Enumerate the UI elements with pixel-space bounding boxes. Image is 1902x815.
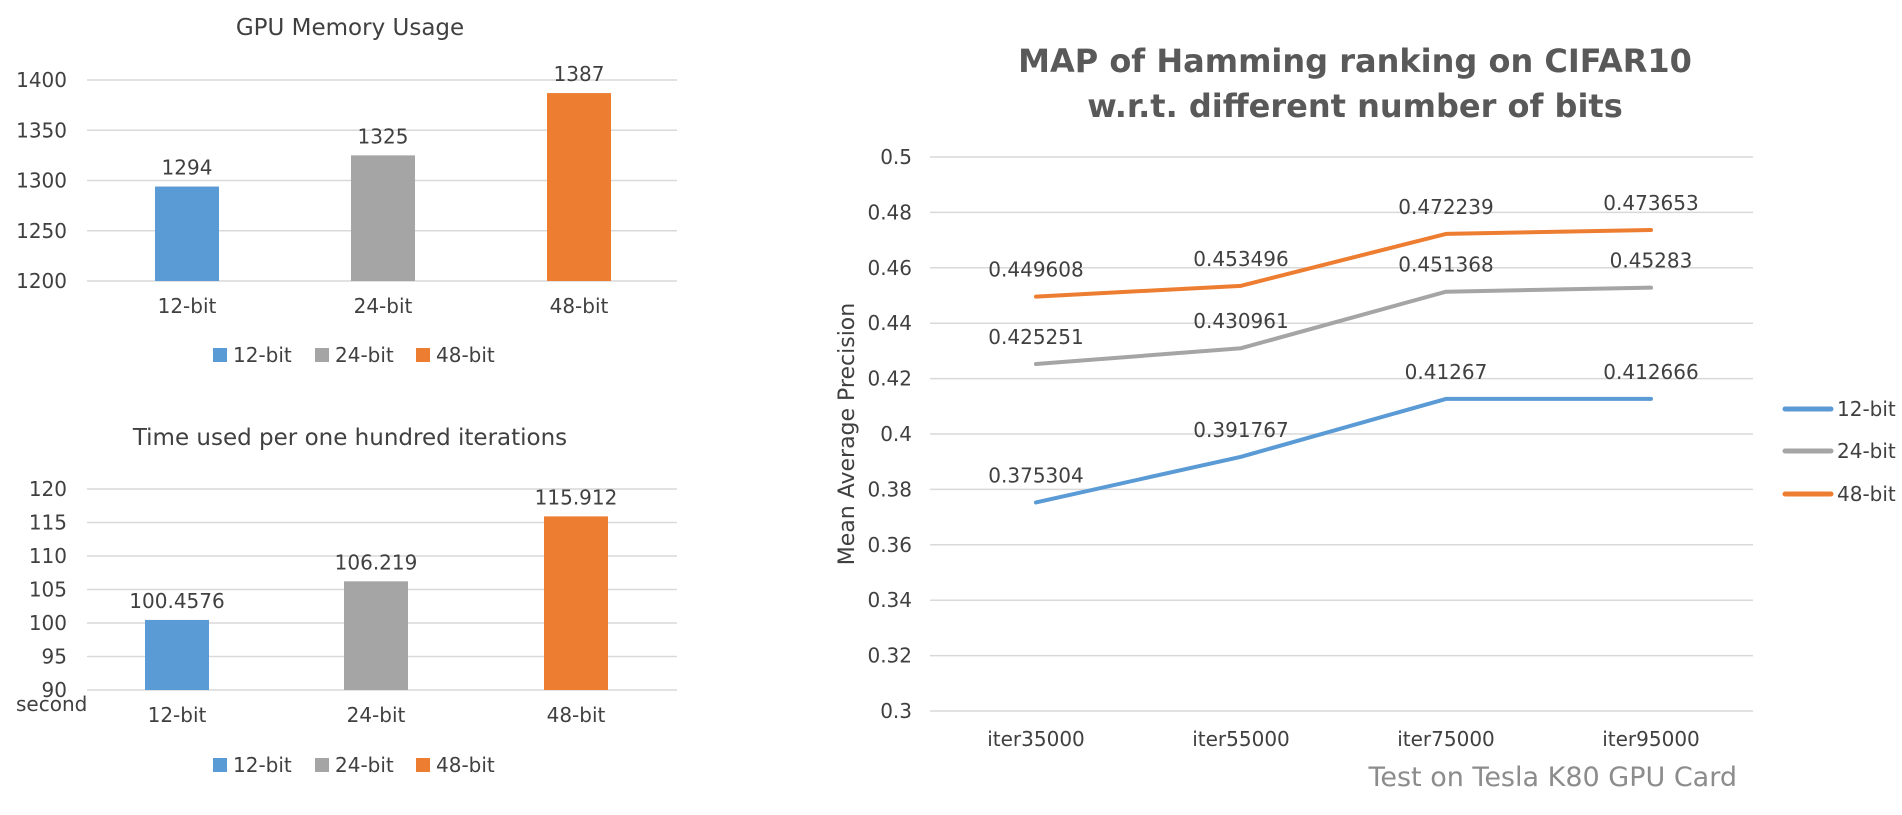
memory-y-tick-label: 1250	[16, 219, 67, 243]
map-data-label-48-bit: 0.473653	[1603, 191, 1698, 215]
memory-legend-swatch	[416, 348, 430, 362]
map-data-label-24-bit: 0.425251	[988, 325, 1083, 349]
memory-y-tick-label: 1300	[16, 169, 67, 193]
time-data-label: 106.219	[335, 550, 418, 574]
memory-legend-label: 48-bit	[436, 343, 495, 367]
memory-data-label: 1294	[162, 156, 213, 180]
memory-y-tick-label: 1400	[16, 68, 67, 92]
time-chart-title: Time used per one hundred iterations	[132, 425, 567, 451]
map-y-tick-label: 0.34	[867, 588, 912, 612]
memory-legend-label: 12-bit	[233, 343, 292, 367]
map-y-tick-label: 0.36	[867, 533, 912, 557]
map-data-label-12-bit: 0.375304	[988, 463, 1083, 487]
memory-legend-swatch	[213, 348, 227, 362]
map-chart-title-line-1: MAP of Hamming ranking on CIFAR10	[1018, 42, 1692, 80]
map-x-category-label: iter55000	[1192, 727, 1290, 751]
map-data-label-48-bit: 0.472239	[1398, 195, 1493, 219]
time-x-category-label: 48-bit	[547, 703, 606, 727]
map-y-tick-label: 0.46	[867, 256, 912, 280]
map-legend-label: 24-bit	[1837, 439, 1896, 463]
map-data-label-24-bit: 0.451368	[1398, 253, 1493, 277]
map-y-tick-label: 0.4	[880, 422, 912, 446]
time-y-tick-label: 115	[29, 511, 67, 535]
time-bar-48-bit	[544, 516, 608, 690]
time-data-label: 115.912	[535, 485, 618, 509]
memory-legend-swatch	[315, 348, 329, 362]
time-legend-label: 12-bit	[233, 753, 292, 777]
memory-legend-label: 24-bit	[335, 343, 394, 367]
memory-bar-48-bit	[547, 93, 611, 281]
time-y-tick-label: 120	[29, 477, 67, 501]
map-series-line-48-bit	[1034, 227, 1653, 299]
time-x-category-label: 12-bit	[148, 703, 207, 727]
memory-chart-title: GPU Memory Usage	[236, 15, 464, 41]
map-y-tick-label: 0.38	[867, 477, 912, 501]
time-y-tick-label: 110	[29, 544, 67, 568]
memory-x-category-label: 48-bit	[550, 294, 609, 318]
time-y-tick-label: 100	[29, 611, 67, 635]
map-data-label-24-bit: 0.45283	[1610, 249, 1693, 273]
map-x-category-label: iter95000	[1602, 727, 1700, 751]
memory-x-category-label: 24-bit	[354, 294, 413, 318]
time-bar-12-bit	[145, 619, 209, 690]
memory-data-label: 1325	[358, 124, 409, 148]
memory-x-category-label: 12-bit	[158, 294, 217, 318]
map-data-label-48-bit: 0.453496	[1193, 247, 1288, 271]
memory-bar-24-bit	[351, 155, 415, 281]
time-legend-swatch	[315, 758, 329, 772]
map-footnote: Test on Tesla K80 GPU Card	[1367, 762, 1737, 793]
map-y-tick-label: 0.42	[867, 367, 912, 391]
time-x-category-label: 24-bit	[347, 703, 406, 727]
memory-y-tick-label: 1200	[16, 269, 67, 293]
map-legend-label: 12-bit	[1837, 397, 1896, 421]
time-y-tick-label: 90	[42, 678, 67, 702]
map-series-line-12-bit	[1034, 396, 1653, 505]
time-bar-24-bit	[344, 581, 408, 690]
time-legend-swatch	[213, 758, 227, 772]
map-series-line-24-bit	[1034, 285, 1653, 367]
map-y-tick-label: 0.44	[867, 311, 912, 335]
time-y-unit-label: second	[16, 692, 87, 716]
time-y-tick-label: 95	[42, 645, 67, 669]
map-x-category-label: iter35000	[987, 727, 1085, 751]
map-legend-label: 48-bit	[1837, 482, 1896, 506]
map-data-label-48-bit: 0.449608	[988, 258, 1083, 282]
map-x-category-label: iter75000	[1397, 727, 1495, 751]
time-legend-label: 48-bit	[436, 753, 495, 777]
time-y-tick-label: 105	[29, 578, 67, 602]
map-y-tick-label: 0.5	[880, 145, 912, 169]
map-y-tick-label: 0.48	[867, 200, 912, 224]
time-legend-label: 24-bit	[335, 753, 394, 777]
map-chart-title-line-2: w.r.t. different number of bits	[1087, 87, 1623, 125]
map-y-tick-label: 0.32	[867, 644, 912, 668]
memory-bar-12-bit	[155, 186, 219, 281]
memory-data-label: 1387	[554, 62, 605, 86]
map-data-label-12-bit: 0.391767	[1193, 418, 1288, 442]
time-legend-swatch	[416, 758, 430, 772]
map-data-label-24-bit: 0.430961	[1193, 309, 1288, 333]
memory-y-tick-label: 1350	[16, 118, 67, 142]
time-data-label: 100.4576	[129, 589, 224, 613]
map-y-tick-label: 0.3	[880, 699, 912, 723]
map-data-label-12-bit: 0.412666	[1603, 360, 1698, 384]
map-data-label-12-bit: 0.41267	[1405, 360, 1488, 384]
map-y-axis-title: Mean Average Precision	[835, 303, 860, 565]
